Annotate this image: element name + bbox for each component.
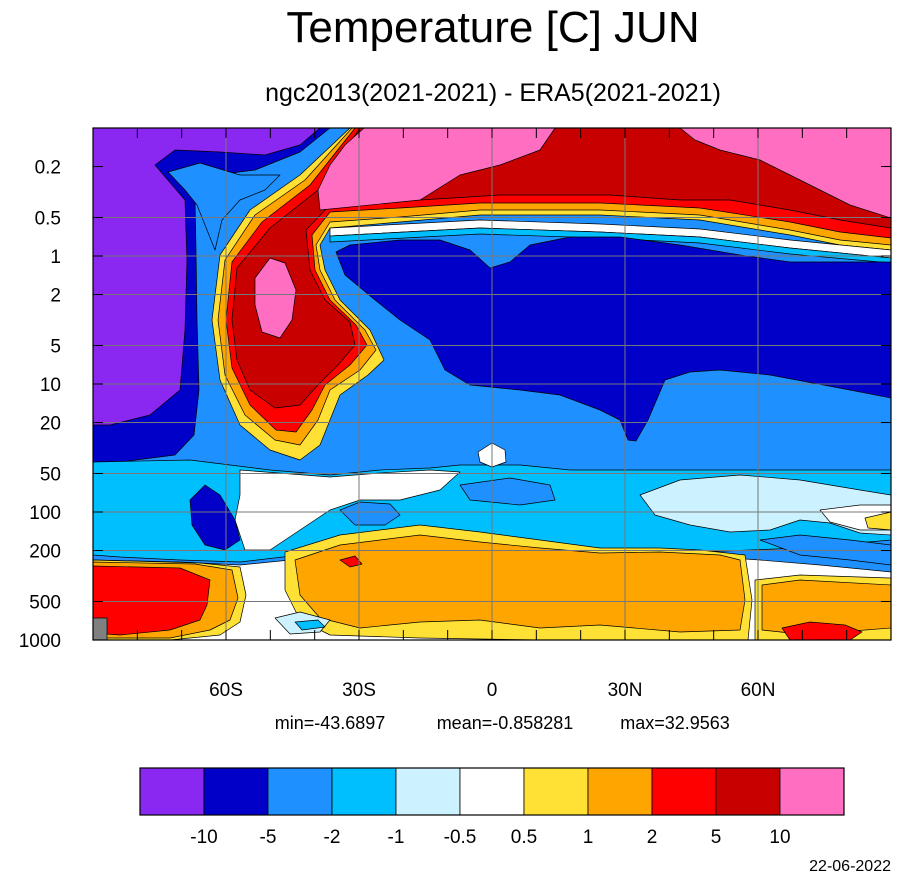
colorbar-swatch	[715, 767, 781, 816]
colorbar-swatch	[267, 767, 333, 816]
region-orange-nh-surface	[761, 579, 891, 634]
region-pink-sh-bubble	[254, 257, 297, 339]
y-tick-label: 50	[40, 464, 61, 485]
x-axis: 60S 30S 0 30N 60N	[136, 128, 848, 701]
region-blue-eq-mid	[459, 477, 556, 506]
y-tick-label: 10	[40, 375, 61, 396]
region-pink-upper-nh	[679, 128, 891, 219]
x-tick-label: 60S	[209, 680, 243, 701]
colorbar-label: -2	[324, 827, 341, 848]
colorbar-label: -10	[190, 827, 217, 848]
region-pink-upper	[317, 128, 556, 211]
chart-subtitle: ngc2013(2021-2021) - ERA5(2021-2021)	[265, 79, 721, 107]
y-axis: 0.2 0.5 1 2 5 10 20 50 100 200 500 1000	[19, 158, 891, 652]
colorbar-swatch	[395, 767, 461, 816]
y-tick-label: 2	[50, 286, 61, 307]
colorbar-label: -5	[260, 827, 277, 848]
x-tick-label: 60N	[741, 680, 776, 701]
stat-min: min=-43.6897	[275, 713, 386, 733]
colorbar-swatch	[203, 767, 269, 816]
missing-data-patch	[93, 617, 108, 640]
stat-mean: mean=-0.858281	[437, 713, 574, 733]
colorbar-label: 10	[769, 827, 790, 848]
region-cyan-surface-spot	[294, 619, 326, 631]
chart-title: Temperature [C] JUN	[286, 3, 699, 52]
colorbar-swatch	[587, 767, 653, 816]
band-cyan-1hpa	[329, 227, 891, 264]
colorbar-swatch	[331, 767, 397, 816]
plot-area: 60S 30S 0 30N 60N 0.2 0.5 1 2 5 10 20 50 100 200 500 10…	[19, 127, 892, 701]
x-tick-label: 0	[487, 680, 498, 701]
colorbar-label: -1	[388, 827, 405, 848]
grid	[93, 128, 891, 640]
region-deep-blue-60s-low	[189, 484, 241, 551]
stats-line: min=-43.6897 mean=-0.858281 max=32.9563	[275, 713, 730, 733]
region-deep-blue-strat	[335, 236, 891, 442]
region-yellow-nh-right	[864, 511, 891, 531]
y-tick-label: 5	[50, 336, 61, 357]
footer-date: 22-06-2022	[809, 858, 891, 875]
stat-max: max=32.9563	[620, 713, 730, 733]
colorbar-swatch	[523, 767, 589, 816]
colorbar-swatch	[139, 767, 205, 816]
region-blue-30s-mid	[339, 501, 401, 526]
y-tick-label: 1000	[19, 631, 61, 652]
colorbar-swatch	[651, 767, 717, 816]
x-tick-label: 30N	[608, 680, 643, 701]
region-red-trop-patch	[339, 555, 363, 568]
colorbar-frame	[139, 767, 845, 816]
y-tick-label: 100	[29, 503, 61, 524]
colorbar-label: 2	[647, 827, 658, 848]
x-tick-label: 30S	[342, 680, 376, 701]
colorbar-label: 1	[583, 827, 594, 848]
colorbar: -10 -5 -2 -1 -0.5 0.5 1 2 5 10	[139, 767, 845, 848]
region-white-mid	[234, 469, 461, 551]
region-blue-nh-mid	[759, 534, 891, 566]
y-tick-label: 1	[50, 247, 61, 268]
colorbar-label: -0.5	[444, 827, 477, 848]
region-orange-trop	[294, 534, 746, 633]
y-tick-label: 20	[40, 414, 61, 435]
y-tick-label: 0.5	[35, 208, 61, 229]
region-blue-pocket	[167, 162, 281, 251]
colorbar-label: 5	[711, 827, 722, 848]
colorbar-swatch	[779, 767, 845, 816]
colorbar-label: 0.5	[511, 827, 537, 848]
y-tick-label: 200	[29, 542, 61, 563]
y-tick-label: 0.2	[35, 158, 61, 179]
y-tick-label: 500	[29, 592, 61, 613]
colorbar-swatch	[459, 767, 525, 816]
region-purple-sh	[93, 128, 321, 426]
